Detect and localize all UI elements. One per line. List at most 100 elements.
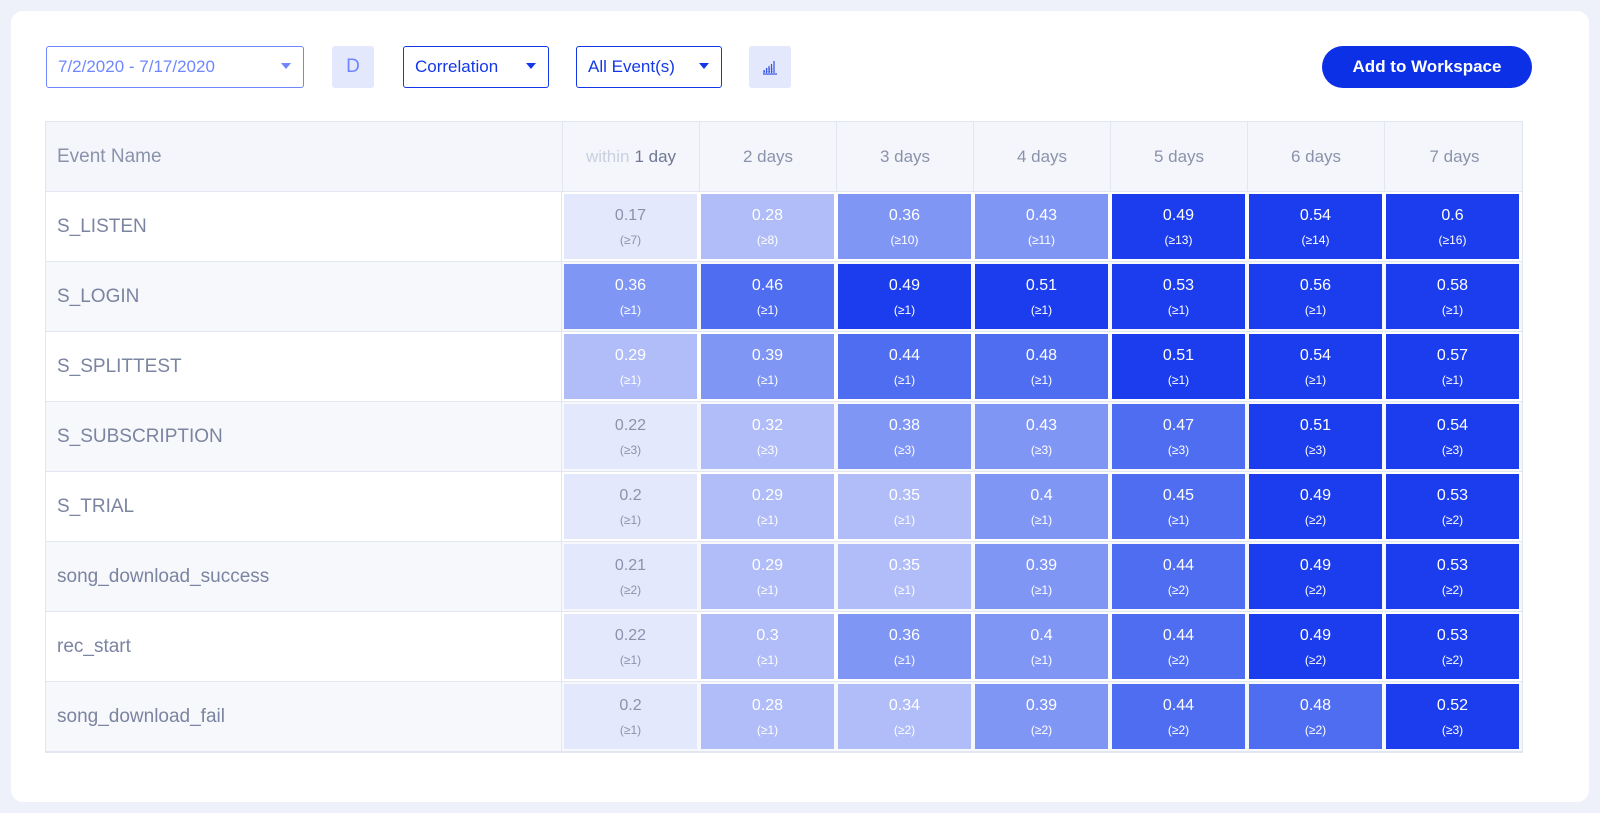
heatmap-cell[interactable]: 0.44 (≥2) <box>1112 544 1245 609</box>
toolbar: 7/2/2020 - 7/17/2020 D Correlation All E… <box>11 11 1589 121</box>
heatmap-cell[interactable]: 0.28 (≥8) <box>701 194 834 259</box>
heatmap-cell[interactable]: 0.47 (≥3) <box>1112 404 1245 469</box>
correlation-value: 0.43 <box>1025 206 1058 224</box>
correlation-value: 0.49 <box>1299 486 1332 504</box>
heatmap-cell[interactable]: 0.53 (≥2) <box>1386 614 1519 679</box>
heatmap-cell[interactable]: 0.22 (≥1) <box>564 614 697 679</box>
granularity-label: D <box>346 56 360 77</box>
threshold-count: (≥2) <box>1304 512 1327 527</box>
heatmap-cell[interactable]: 0.17 (≥7) <box>564 194 697 259</box>
add-to-workspace-button[interactable]: Add to Workspace <box>1322 46 1532 88</box>
threshold-count: (≥2) <box>1304 582 1327 597</box>
correlation-value: 0.46 <box>751 276 784 294</box>
heatmap-cell[interactable]: 0.39 (≥1) <box>701 334 834 399</box>
threshold-count: (≥1) <box>1441 302 1464 317</box>
table-row: rec_start 0.22 (≥1) 0.3 (≥1) 0.36 (≥1) 0.4 (≥1) 0… <box>46 612 1522 682</box>
within-prefix: within <box>585 147 630 166</box>
chevron-down-icon <box>281 63 291 69</box>
heatmap-cell[interactable]: 0.51 (≥1) <box>1112 334 1245 399</box>
heatmap-cell[interactable]: 0.43 (≥11) <box>975 194 1108 259</box>
heatmap-cell[interactable]: 0.21 (≥2) <box>564 544 697 609</box>
correlation-value: 0.2 <box>619 486 642 504</box>
heatmap-cell[interactable]: 0.29 (≥1) <box>701 474 834 539</box>
heatmap-cell[interactable]: 0.22 (≥3) <box>564 404 697 469</box>
heatmap-cell[interactable]: 0.38 (≥3) <box>838 404 971 469</box>
event-name: song_download_success <box>46 542 562 611</box>
heatmap-cell[interactable]: 0.44 (≥2) <box>1112 684 1245 749</box>
heatmap-cell[interactable]: 0.48 (≥2) <box>1249 684 1382 749</box>
heatmap-cell[interactable]: 0.29 (≥1) <box>701 544 834 609</box>
heatmap-cell[interactable]: 0.53 (≥2) <box>1386 544 1519 609</box>
heatmap-cell[interactable]: 0.53 (≥2) <box>1386 474 1519 539</box>
granularity-button[interactable]: D <box>332 46 374 88</box>
analysis-type-select[interactable]: Correlation <box>403 46 549 88</box>
column-label: 4 days <box>1016 147 1068 166</box>
heatmap-cell[interactable]: 0.34 (≥2) <box>838 684 971 749</box>
heatmap-cell[interactable]: 0.58 (≥1) <box>1386 264 1519 329</box>
heatmap-cell[interactable]: 0.49 (≥2) <box>1249 474 1382 539</box>
heatmap-cell[interactable]: 0.4 (≥1) <box>975 474 1108 539</box>
heatmap-cell[interactable]: 0.2 (≥1) <box>564 684 697 749</box>
correlation-value: 0.49 <box>1162 206 1195 224</box>
threshold-count: (≥3) <box>1441 442 1464 457</box>
correlation-value: 0.51 <box>1162 346 1195 364</box>
heatmap-cell[interactable]: 0.54 (≥3) <box>1386 404 1519 469</box>
heatmap-cell[interactable]: 0.49 (≥1) <box>838 264 971 329</box>
heatmap-cell[interactable]: 0.45 (≥1) <box>1112 474 1245 539</box>
heatmap-cell[interactable]: 0.35 (≥1) <box>838 474 971 539</box>
events-filter-select[interactable]: All Event(s) <box>576 46 722 88</box>
heatmap-cell[interactable]: 0.36 (≥1) <box>838 614 971 679</box>
column-header: 4 days <box>973 122 1110 192</box>
threshold-count: (≥2) <box>1304 652 1327 667</box>
heatmap-cell[interactable]: 0.35 (≥1) <box>838 544 971 609</box>
heatmap-cell[interactable]: 0.36 (≥10) <box>838 194 971 259</box>
correlation-value: 0.36 <box>888 626 921 644</box>
threshold-count: (≥1) <box>893 652 916 667</box>
heatmap-cell[interactable]: 0.44 (≥1) <box>838 334 971 399</box>
column-label: 3 days <box>879 147 931 166</box>
table-row: S_LOGIN 0.36 (≥1) 0.46 (≥1) 0.49 (≥1) 0.51 (≥1) 0… <box>46 262 1522 332</box>
heatmap-cell[interactable]: 0.49 (≥13) <box>1112 194 1245 259</box>
table-row: S_SUBSCRIPTION 0.22 (≥3) 0.32 (≥3) 0.38 (≥3) 0.… <box>46 402 1522 472</box>
heatmap-cell[interactable]: 0.46 (≥1) <box>701 264 834 329</box>
heatmap-cell[interactable]: 0.54 (≥1) <box>1249 334 1382 399</box>
heatmap-cell[interactable]: 0.54 (≥14) <box>1249 194 1382 259</box>
correlation-value: 0.6 <box>1441 206 1464 224</box>
column-label: 2 days <box>742 147 794 166</box>
correlation-value: 0.29 <box>751 556 784 574</box>
heatmap-cell[interactable]: 0.4 (≥1) <box>975 614 1108 679</box>
threshold-count: (≥3) <box>893 442 916 457</box>
heatmap-cell[interactable]: 0.49 (≥2) <box>1249 544 1382 609</box>
heatmap-cell[interactable]: 0.44 (≥2) <box>1112 614 1245 679</box>
correlation-card: 7/2/2020 - 7/17/2020 D Correlation All E… <box>11 11 1589 802</box>
analysis-type-value: Correlation <box>415 57 499 76</box>
heatmap-cell[interactable]: 0.39 (≥1) <box>975 544 1108 609</box>
heatmap-cell[interactable]: 0.6 (≥16) <box>1386 194 1519 259</box>
date-range-picker[interactable]: 7/2/2020 - 7/17/2020 <box>46 46 304 88</box>
column-label: 7 days <box>1429 147 1480 166</box>
heatmap-cell[interactable]: 0.51 (≥3) <box>1249 404 1382 469</box>
heatmap-cell[interactable]: 0.36 (≥1) <box>564 264 697 329</box>
heatmap-cell[interactable]: 0.2 (≥1) <box>564 474 697 539</box>
chevron-down-icon <box>526 63 536 69</box>
heatmap-cell[interactable]: 0.43 (≥3) <box>975 404 1108 469</box>
heatmap-cell[interactable]: 0.53 (≥1) <box>1112 264 1245 329</box>
heatmap-cell[interactable]: 0.32 (≥3) <box>701 404 834 469</box>
threshold-count: (≥8) <box>756 232 779 247</box>
heatmap-cell[interactable]: 0.56 (≥1) <box>1249 264 1382 329</box>
correlation-value: 0.35 <box>888 486 921 504</box>
heatmap-cell[interactable]: 0.39 (≥2) <box>975 684 1108 749</box>
heatmap-cell[interactable]: 0.52 (≥3) <box>1386 684 1519 749</box>
heatmap-cell[interactable]: 0.49 (≥2) <box>1249 614 1382 679</box>
heatmap-cell[interactable]: 0.3 (≥1) <box>701 614 834 679</box>
correlation-value: 0.45 <box>1162 486 1195 504</box>
correlation-value: 0.48 <box>1025 346 1058 364</box>
heatmap-cell[interactable]: 0.29 (≥1) <box>564 334 697 399</box>
heatmap-cell[interactable]: 0.28 (≥1) <box>701 684 834 749</box>
heatmap-cell[interactable]: 0.48 (≥1) <box>975 334 1108 399</box>
chart-view-button[interactable] <box>749 46 791 88</box>
correlation-value: 0.3 <box>756 626 779 644</box>
correlation-value: 0.36 <box>614 276 647 294</box>
heatmap-cell[interactable]: 0.57 (≥1) <box>1386 334 1519 399</box>
heatmap-cell[interactable]: 0.51 (≥1) <box>975 264 1108 329</box>
